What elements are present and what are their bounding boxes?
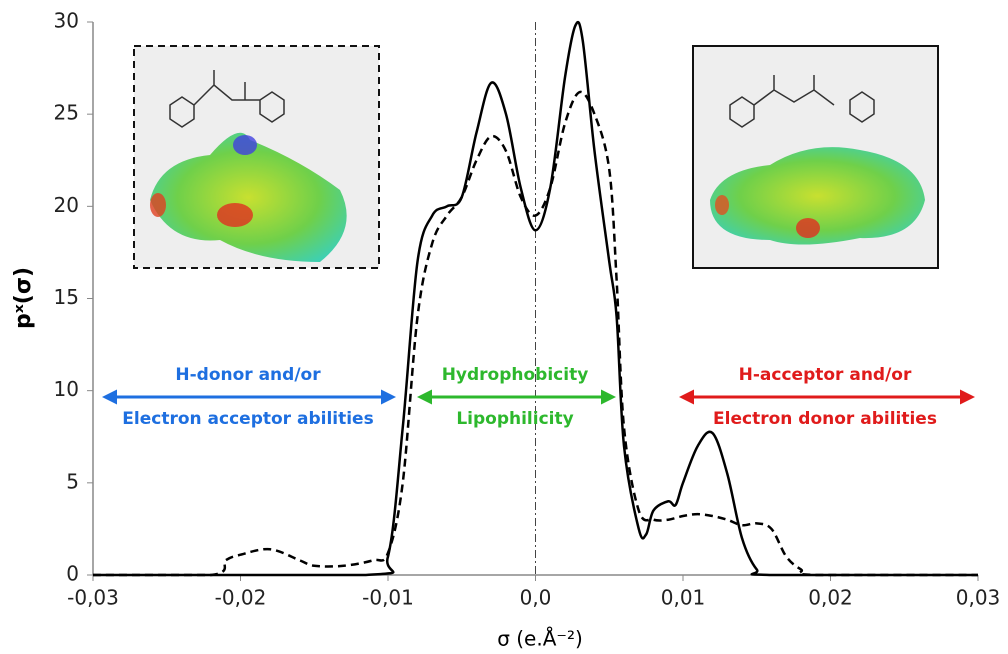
surface-spot [715, 195, 729, 215]
y-tick-label: 15 [54, 285, 79, 309]
chart: σ (e.Å⁻²) pˣ(σ) 0 5 10 15 20 25 30 -0,03 -0,02 -0… [0, 0, 1008, 654]
annotation: Electron donor abilities [713, 409, 937, 429]
surface-spot [796, 218, 820, 238]
surface-spot [233, 135, 257, 155]
x-tick-label: 0,0 [520, 586, 552, 610]
y-tick-label: 10 [54, 377, 79, 401]
annotation: Electron acceptor abilities [122, 409, 373, 429]
x-tick-label: 0,01 [661, 586, 706, 610]
y-tick-label: 30 [54, 9, 79, 33]
y-tick-label: 5 [66, 469, 79, 493]
x-tick-label: -0,03 [67, 586, 119, 610]
x-axis-label: σ (e.Å⁻²) [497, 627, 583, 651]
y-tick-label: 25 [54, 101, 79, 125]
x-tick-label: -0,01 [362, 586, 414, 610]
annotation: Hydrophobicity [442, 365, 589, 385]
x-tick-label: 0,02 [808, 586, 853, 610]
y-tick-label: 20 [54, 193, 79, 217]
y-axis-label: pˣ(σ) [11, 267, 36, 329]
surface-spot [217, 203, 253, 227]
annotation: H-donor and/or [175, 365, 321, 385]
surface-spot [150, 193, 166, 217]
x-tick-label: -0,02 [215, 586, 267, 610]
x-tick-label: 0,03 [956, 586, 1001, 610]
annotation: Lipophilicity [456, 409, 573, 429]
y-tick-label: 0 [66, 562, 79, 586]
annotation: H-acceptor and/or [739, 365, 912, 385]
